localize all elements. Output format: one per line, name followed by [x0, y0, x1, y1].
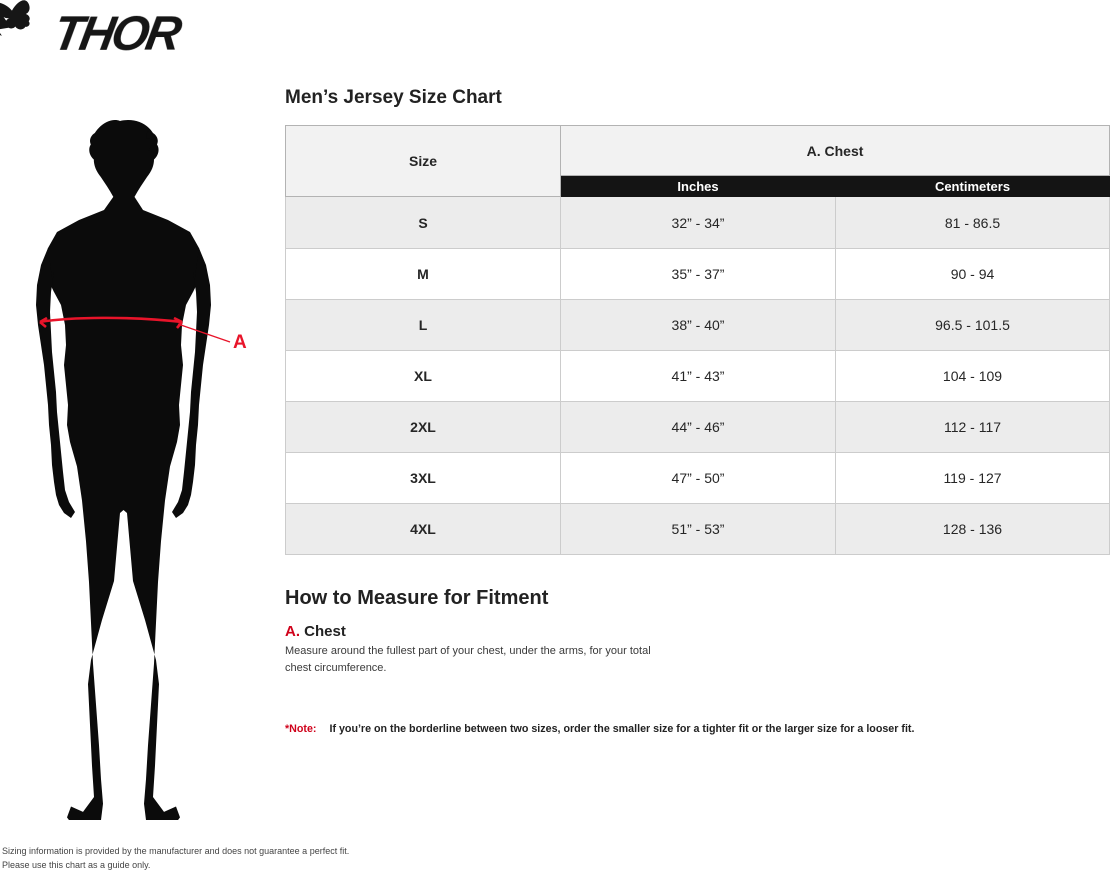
svg-text:A: A: [233, 332, 247, 353]
